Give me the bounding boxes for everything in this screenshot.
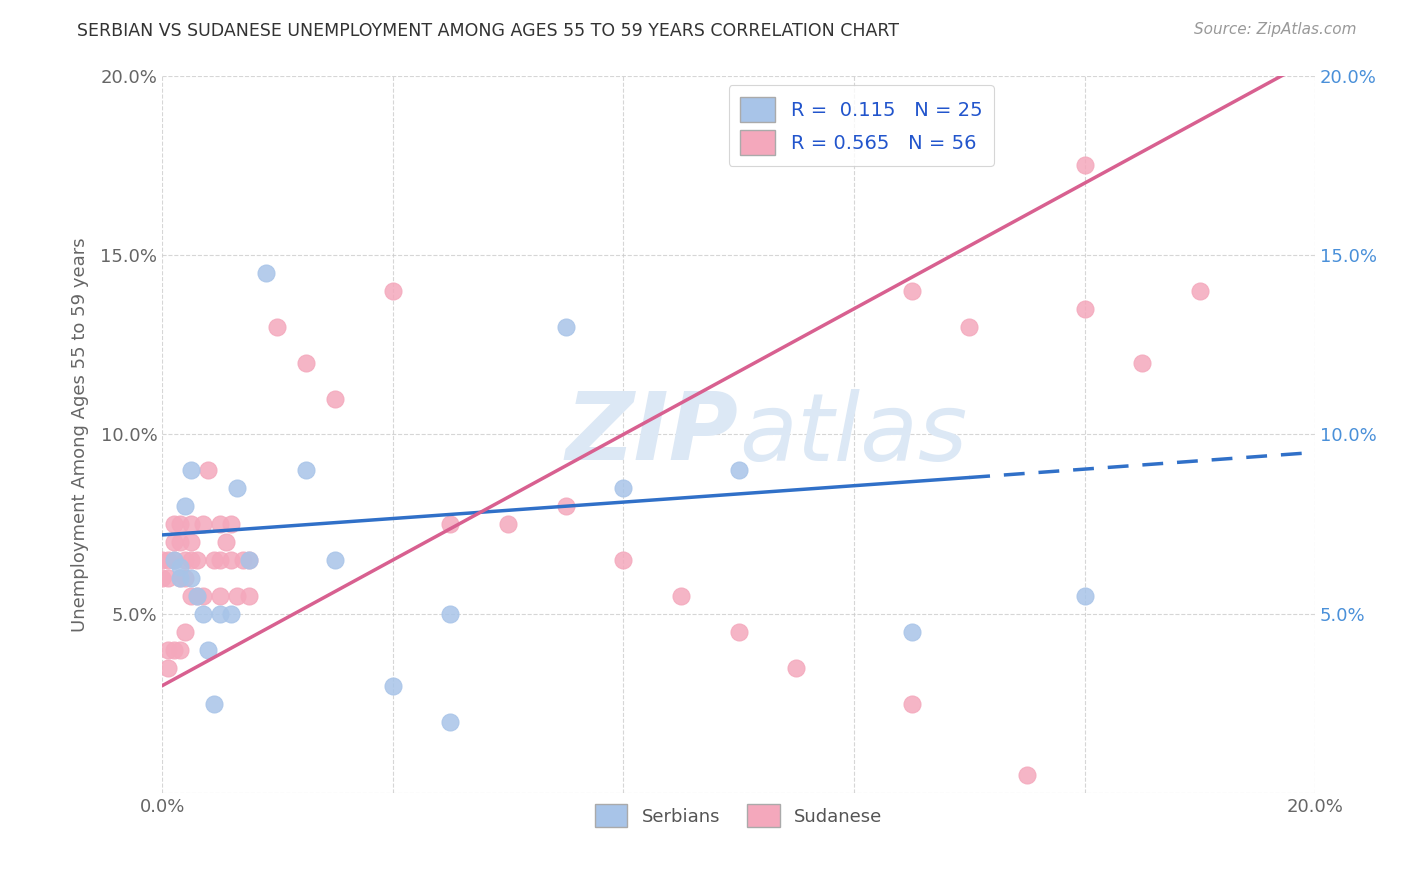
Y-axis label: Unemployment Among Ages 55 to 59 years: Unemployment Among Ages 55 to 59 years [72,237,89,632]
Point [156,642,179,657]
Point [169,571,191,585]
Point [727,463,749,477]
Point [186,589,208,603]
Point [191,607,214,621]
Point [180,553,202,567]
Point [381,679,404,693]
Point [554,319,576,334]
Point [202,697,225,711]
Point [232,553,254,567]
Point [221,517,243,532]
Point [295,463,318,477]
Point [180,535,202,549]
Point [238,553,260,567]
Text: Source: ZipAtlas.com: Source: ZipAtlas.com [1194,22,1357,37]
Point [221,607,243,621]
Point [150,571,173,585]
Point [238,589,260,603]
Point [180,463,202,477]
Point [900,284,922,298]
Text: atlas: atlas [738,389,967,480]
Point [1073,301,1095,316]
Point [156,661,179,675]
Legend: Serbians, Sudanese: Serbians, Sudanese [588,797,890,835]
Point [163,642,186,657]
Text: ZIP: ZIP [565,388,738,481]
Point [156,571,179,585]
Point [221,553,243,567]
Point [180,517,202,532]
Point [900,697,922,711]
Point [226,589,249,603]
Point [163,553,186,567]
Point [197,463,219,477]
Point [254,266,277,280]
Point [957,319,980,334]
Point [295,356,318,370]
Point [169,571,191,585]
Point [180,589,202,603]
Point [169,642,191,657]
Point [214,535,236,549]
Point [169,535,191,549]
Point [323,392,346,406]
Point [266,319,288,334]
Point [163,517,186,532]
Point [1130,356,1153,370]
Point [180,571,202,585]
Point [612,481,634,495]
Point [439,517,461,532]
Point [208,607,231,621]
Point [1073,158,1095,172]
Point [323,553,346,567]
Point [612,553,634,567]
Point [163,535,186,549]
Point [439,714,461,729]
Point [191,517,214,532]
Point [1188,284,1211,298]
Point [202,553,225,567]
Point [727,624,749,639]
Point [169,560,191,574]
Point [496,517,519,532]
Point [669,589,692,603]
Point [169,517,191,532]
Point [174,553,197,567]
Point [238,553,260,567]
Point [1015,768,1038,782]
Point [1073,589,1095,603]
Point [191,589,214,603]
Point [174,500,197,514]
Point [150,553,173,567]
Point [900,624,922,639]
Point [226,481,249,495]
Point [163,553,186,567]
Point [785,661,807,675]
Point [554,500,576,514]
Point [208,553,231,567]
Point [174,624,197,639]
Point [156,553,179,567]
Point [174,571,197,585]
Point [381,284,404,298]
Point [439,607,461,621]
Point [208,589,231,603]
Point [208,517,231,532]
Point [197,642,219,657]
Point [186,589,208,603]
Point [186,553,208,567]
Text: SERBIAN VS SUDANESE UNEMPLOYMENT AMONG AGES 55 TO 59 YEARS CORRELATION CHART: SERBIAN VS SUDANESE UNEMPLOYMENT AMONG A… [77,22,900,40]
